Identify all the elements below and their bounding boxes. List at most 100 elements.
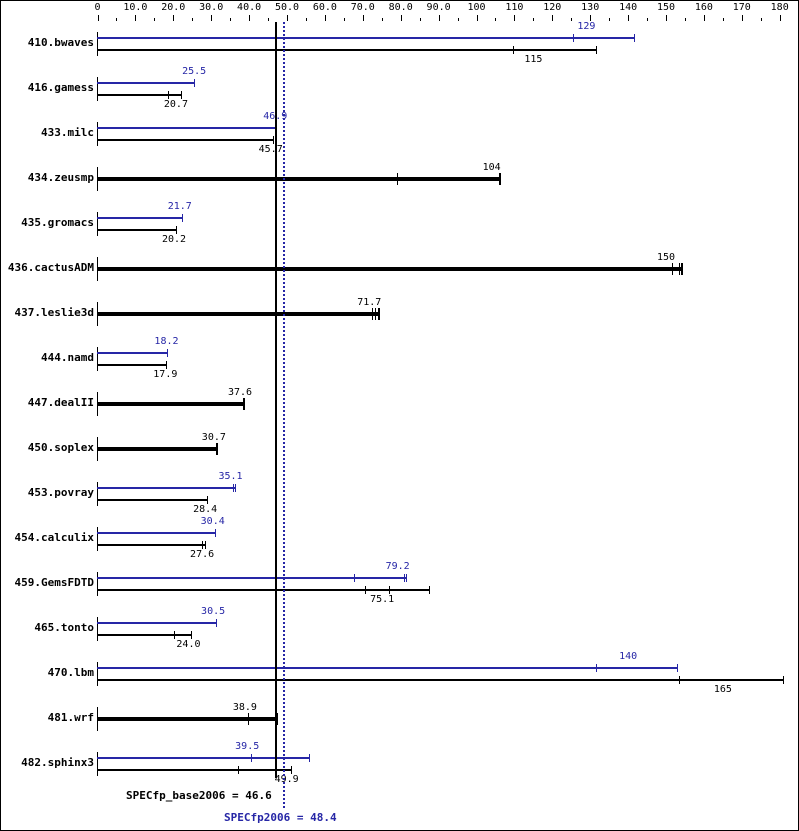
bar-end-mark [176,226,177,234]
bar-tick-mark [672,263,673,275]
x-minor-tick [230,18,231,21]
peak-value-label: 79.2 [385,561,410,572]
bar-tick-mark [168,91,169,99]
base-bar [97,139,273,141]
base-bar [97,447,216,451]
bar-end-mark [166,361,167,369]
x-tick-label: 150 [656,2,676,13]
base-bar [97,402,243,406]
x-minor-tick [192,18,193,21]
benchmark-label: 434.zeusmp [27,171,94,184]
bar-end-mark [681,263,683,275]
x-tick-label: 60.0 [312,2,337,13]
peak-value-label: 35.1 [218,471,243,482]
base-bar [97,544,205,546]
peak-bar [97,352,168,354]
bar-end-mark [194,79,195,87]
bar-tick-mark [248,713,249,725]
benchmark-label: 433.milc [41,126,94,139]
x-minor-tick [761,18,762,21]
bar-end-mark [167,349,168,357]
x-tick-label: 80.0 [388,2,413,13]
peak-bar [97,37,634,39]
base-value-label: 27.6 [190,549,215,560]
bar-end-mark [243,398,245,410]
base-value-label: 150 [656,252,676,263]
base-bar [97,177,500,181]
x-tick-label: 10.0 [123,2,148,13]
x-major-tick [477,15,478,21]
bar-end-mark [205,541,206,549]
benchmark-label: 482.sphinx3 [21,756,94,769]
bar-tick-mark [679,263,680,275]
x-minor-tick [306,18,307,21]
x-minor-tick [571,18,572,21]
row-baseline [97,752,98,776]
base-bar [97,589,430,591]
x-tick-label: 70.0 [350,2,375,13]
peak-bar [97,82,195,84]
base-bar [97,679,784,681]
x-major-tick [704,15,705,21]
peak-value-label: 140 [619,651,638,662]
x-major-tick [628,15,629,21]
peak-bar [97,217,183,219]
peak-bar [97,577,407,579]
x-major-tick [363,15,364,21]
base-value-label: 104 [482,162,501,173]
base-value-label: 17.9 [153,369,178,380]
x-major-tick [173,15,174,21]
bar-end-mark [273,136,274,144]
x-major-tick [742,15,743,21]
benchmark-label: 454.calculix [14,531,94,544]
bar-tick-mark [389,586,390,594]
row-baseline [97,617,98,641]
peak-value-label: 129 [577,21,596,32]
bar-tick-mark [233,484,234,492]
row-baseline [97,32,98,56]
peak-bar [97,487,236,489]
peak-value-label: 39.5 [235,741,260,752]
bar-end-mark [191,631,192,639]
base-value-label: 28.4 [193,504,218,515]
bar-tick-mark [365,586,366,594]
x-tick-label: 90.0 [426,2,451,13]
benchmark-label: 437.leslie3d [14,306,94,319]
benchmark-label: 435.gromacs [21,216,94,229]
x-tick-label: 0 [94,2,101,13]
base-value-label: 30.7 [201,432,226,443]
peak-summary-label: SPECfp2006 = 48.4 [224,811,337,824]
base-value-label: 165 [713,684,732,695]
base-value-label: 71.7 [357,297,382,308]
x-minor-tick [154,18,155,21]
benchmark-label: 436.cactusADM [7,261,94,274]
x-minor-tick [268,18,269,21]
benchmark-label: 453.povray [27,486,94,499]
bar-tick-mark [404,574,405,582]
bar-tick-mark [372,308,373,320]
x-minor-tick [723,18,724,21]
peak-value-label: 18.2 [154,336,179,347]
x-tick-label: 120 [543,2,562,13]
row-baseline [97,572,98,596]
x-major-tick [401,15,402,21]
x-minor-tick [685,18,686,21]
base-value-label: 20.2 [162,234,187,245]
base-bar [97,769,291,771]
x-minor-tick [495,18,496,21]
base-value-label: 49.9 [274,774,299,785]
base-bar [97,364,167,366]
row-baseline [97,482,98,506]
bar-end-mark [499,173,501,185]
x-major-tick [552,15,553,21]
x-minor-tick [420,18,421,21]
base-value-label: 37.6 [227,387,253,398]
bar-end-mark [429,586,430,594]
base-value-label: 75.1 [370,594,395,605]
x-major-tick [780,15,781,21]
bar-tick-mark [202,541,203,549]
bar-tick-mark [375,308,376,320]
x-major-tick [514,15,515,21]
bar-end-mark [406,574,407,582]
